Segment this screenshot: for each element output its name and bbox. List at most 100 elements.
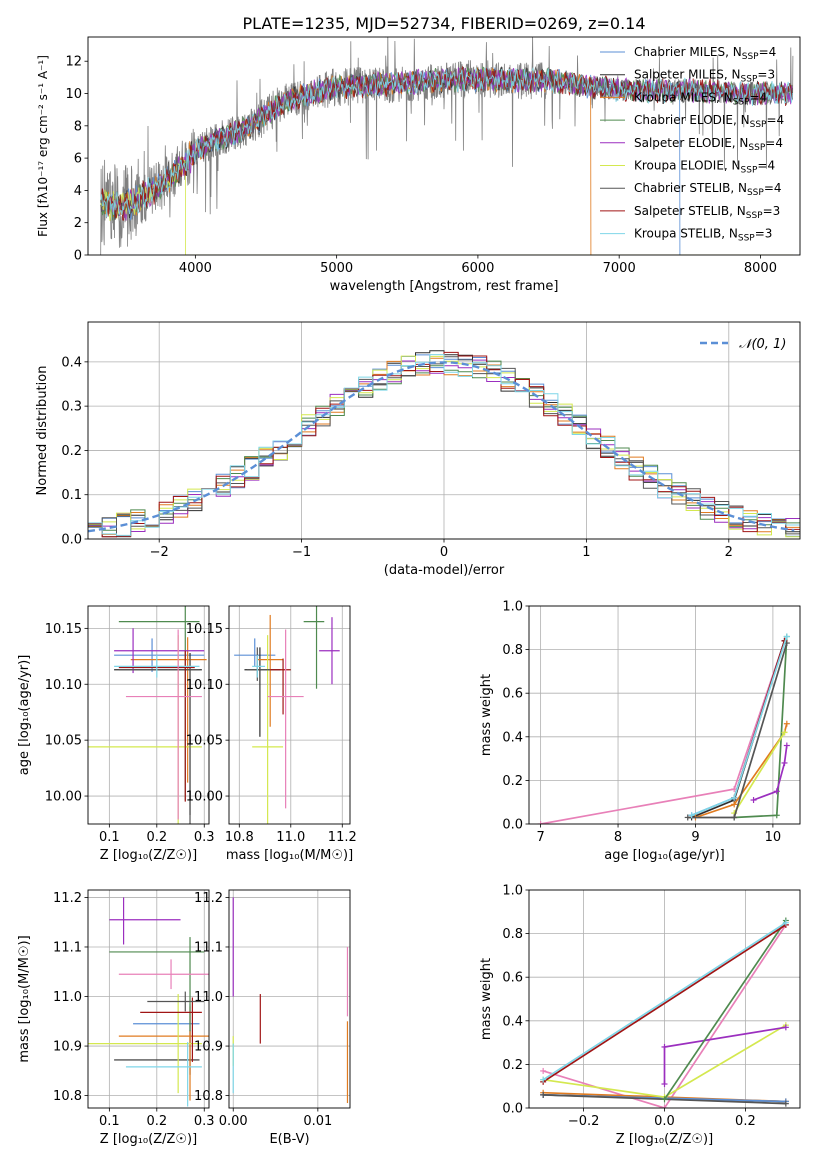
axes-frame <box>228 889 351 1109</box>
panel-residuals: −2 −1 0 1 2 0.0 0.1 0.2 0.3 0.4 (data-model)/error… <box>35 321 801 578</box>
x-tick-label: 0.01 <box>303 1114 332 1129</box>
y-tick-label: 10.9 <box>53 1040 82 1055</box>
legend-entry: Kroupa ELODIE, NSSP=4 <box>634 159 775 176</box>
y-tick-label: 11.0 <box>194 990 223 1005</box>
y-tick-label: 11.0 <box>53 990 82 1005</box>
y-tick-label: 10.10 <box>45 678 82 693</box>
legend-entry: Chabrier ELODIE, NSSP=4 <box>634 113 784 130</box>
y-tick-label: 12 <box>65 55 82 70</box>
plot-area <box>88 606 207 824</box>
x-tick-label: 0.2 <box>146 1114 167 1129</box>
error-point <box>319 617 340 685</box>
x-tick-label: 11.0 <box>276 830 305 845</box>
x-tick-label: 4000 <box>179 261 212 276</box>
y-tick-label: 0.8 <box>502 643 523 658</box>
y-tick-label: 2 <box>74 216 82 231</box>
error-point <box>125 1042 202 1107</box>
x-tick-label: 0.1 <box>99 830 120 845</box>
y-tick-label: 0.4 <box>502 1014 523 1029</box>
error-point <box>125 629 202 820</box>
x-axis-label: Z [log₁₀(Z/Z☉)] <box>100 848 197 863</box>
mass-weight-series <box>542 924 787 1108</box>
y-axis-label: Normed distribution <box>35 366 50 496</box>
y-tick-label: 10.05 <box>186 734 223 749</box>
panel-mass_vs_Z: 0.1 0.2 0.3 10.8 10.9 11.0 11.1 11.2 Z [log₁₀(Z/… <box>17 889 215 1147</box>
y-tick-label: 0.0 <box>61 533 82 548</box>
y-tick-label: 10 <box>65 87 82 102</box>
error-point <box>252 635 284 824</box>
plot-area <box>234 606 340 824</box>
plot-area <box>540 917 789 1108</box>
plot-area <box>88 897 209 1107</box>
y-tick-label: 0.4 <box>61 355 82 370</box>
figure-title: PLATE=1235, MJD=52734, FIBERID=0269, z=0… <box>242 14 645 33</box>
legend-entry: Salpeter ELODIE, NSSP=4 <box>634 136 783 153</box>
x-tick-label: 0.0 <box>654 1114 675 1129</box>
x-tick-label: −2 <box>150 545 169 560</box>
y-axis-label: Flux [fλ10⁻¹⁷ erg cm⁻² s⁻¹ A⁻¹] <box>36 55 50 237</box>
error-point <box>109 937 205 1032</box>
y-tick-label: 11.2 <box>53 891 82 906</box>
x-tick-label: 0.00 <box>219 1114 248 1129</box>
x-tick-label: 0.3 <box>194 1114 215 1129</box>
x-tick-label: 0.2 <box>146 830 167 845</box>
y-tick-label: 4 <box>74 184 82 199</box>
y-tick-label: 6 <box>74 152 82 167</box>
x-axis-label: E(B-V) <box>269 1132 309 1147</box>
mass-weight-series <box>733 731 786 814</box>
axes-frame <box>87 321 801 540</box>
x-tick-label: 1 <box>582 545 590 560</box>
mass-weight-series <box>542 921 787 1081</box>
error-point <box>252 655 266 678</box>
error-point <box>88 994 202 1094</box>
plot-area <box>232 897 349 1104</box>
x-axis-label: (data-model)/error <box>384 563 505 578</box>
error-point <box>140 997 202 1062</box>
mass-weight-series <box>663 920 787 1100</box>
y-tick-label: 0.2 <box>502 1058 523 1073</box>
error-point <box>109 897 181 945</box>
x-tick-label: 0.1 <box>99 1114 120 1129</box>
panel-age_vs_mass: 10.8 11.0 11.2 10.00 10.05 10.10 10.15 mass [lo… <box>186 605 357 863</box>
axes: −0.2 0.0 0.2 0.0 0.2 0.4 0.6 0.8 1.0 Z [log₁₀(Z/Z… <box>479 884 801 1147</box>
y-tick-label: 10.9 <box>194 1040 223 1055</box>
model-spectrum-kroupa_stelib <box>100 66 793 218</box>
x-tick-label: −0.2 <box>568 1114 600 1129</box>
x-tick-label: 7 <box>536 830 544 845</box>
error-point <box>118 658 200 824</box>
x-axis-label: mass [log₁₀(M/M☉)] <box>226 848 353 863</box>
axes-frame <box>87 36 801 256</box>
x-tick-label: −1 <box>292 545 311 560</box>
y-tick-label: 11.2 <box>194 891 223 906</box>
y-tick-label: 11.1 <box>53 940 82 955</box>
legend-entry: Chabrier MILES, NSSP=4 <box>634 45 776 62</box>
mass-weight-series <box>753 745 788 801</box>
gaussian-legend-label: 𝒩(0, 1) <box>739 337 786 352</box>
y-axis-label: mass weight <box>479 674 494 756</box>
error-point <box>130 637 207 783</box>
x-tick-label: 9 <box>691 830 699 845</box>
y-axis-label: age [log₁₀(age/yr)] <box>17 655 32 776</box>
y-tick-label: 0.4 <box>502 730 523 745</box>
error-point <box>267 629 304 809</box>
gaussian-curve <box>88 361 795 533</box>
legend-entry: Kroupa STELIB, NSSP=3 <box>634 227 772 244</box>
y-tick-label: 10.15 <box>186 622 223 637</box>
axes: 4000 5000 6000 7000 8000 0 2 4 6 8 10 12 wavelength … <box>36 36 801 294</box>
error-point <box>118 959 209 990</box>
axes: 0.1 0.2 0.3 10.8 10.9 11.0 11.1 11.2 Z [log₁₀(Z/… <box>17 889 215 1147</box>
legend-entry: Salpeter STELIB, NSSP=3 <box>634 204 780 221</box>
x-axis-label: Z [log₁₀(Z/Z☉)] <box>100 1132 197 1147</box>
y-tick-label: 0.1 <box>61 488 82 503</box>
y-tick-label: 10.8 <box>194 1089 223 1104</box>
plot-area <box>88 350 800 538</box>
axes-frame <box>228 605 351 825</box>
plot-area <box>537 633 790 824</box>
axes: −2 −1 0 1 2 0.0 0.1 0.2 0.3 0.4 (data-model)/error… <box>35 321 801 578</box>
x-tick-label: 8000 <box>744 261 777 276</box>
plot-area <box>100 37 794 255</box>
y-tick-label: 10.10 <box>186 678 223 693</box>
y-tick-label: 0.0 <box>502 818 523 833</box>
